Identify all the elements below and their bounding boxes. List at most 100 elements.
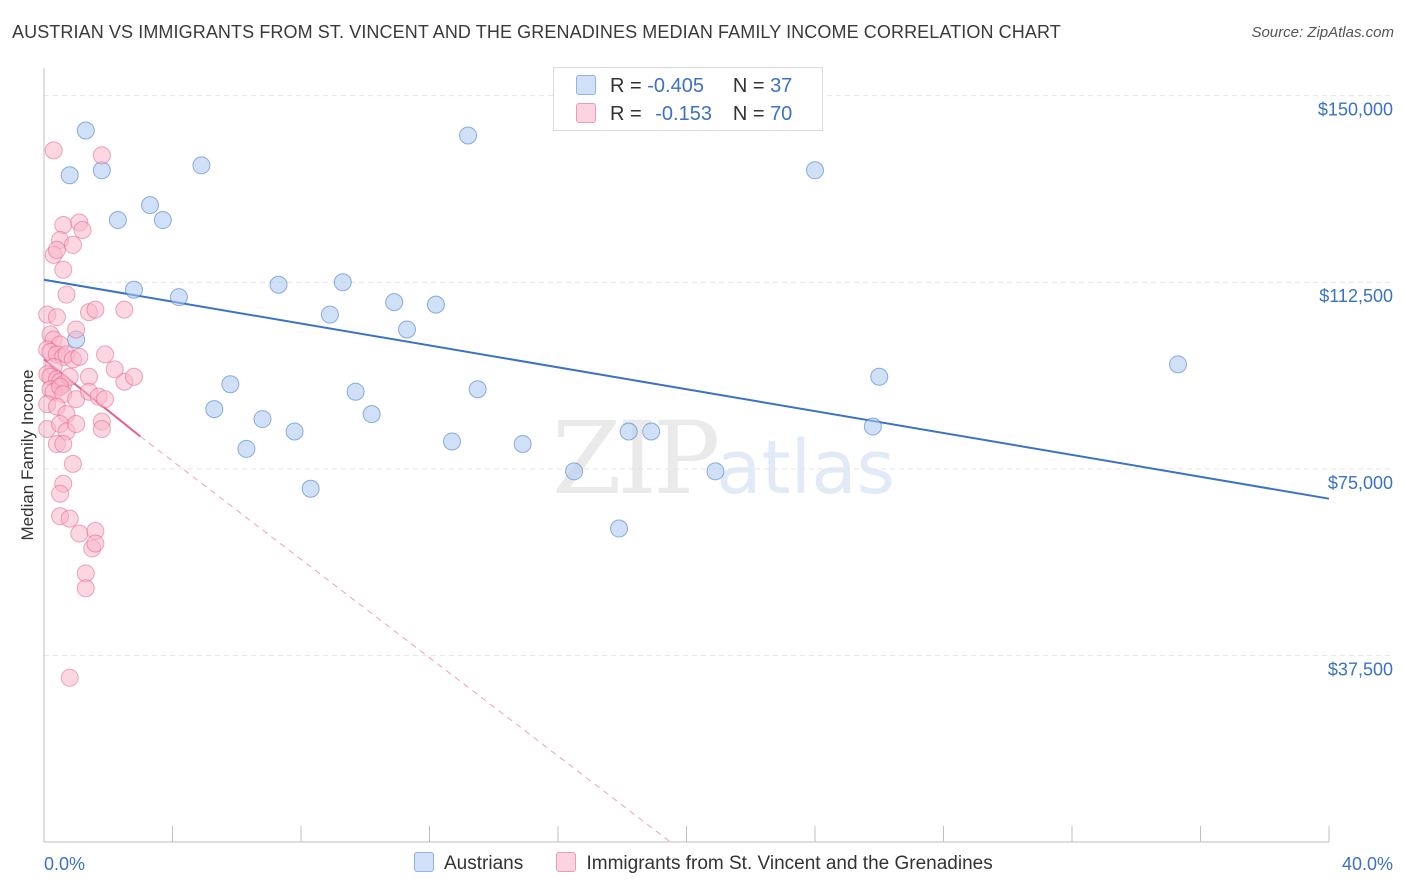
austrians-point — [301, 479, 320, 498]
austrians-point — [346, 382, 365, 401]
series-legend: Austrians Immigrants from St. Vincent an… — [414, 852, 1021, 875]
legend-swatch-immigrants — [556, 852, 577, 872]
immigrants-point — [73, 221, 92, 239]
legend-r-label: R = — [610, 103, 642, 125]
immigrants-point — [86, 534, 105, 553]
immigrants-point — [115, 300, 134, 319]
immigrants-point — [51, 484, 70, 503]
austrians-point — [610, 519, 629, 538]
x-tick-label: 40.0% — [1342, 854, 1393, 874]
immigrants-point — [47, 308, 66, 327]
austrians-point — [468, 380, 487, 399]
austrians-point — [870, 367, 889, 386]
legend-n-value: 37 — [770, 75, 793, 97]
immigrants-point — [86, 300, 105, 319]
immigrants-point — [44, 141, 63, 160]
legend-r-label: R = — [610, 75, 642, 97]
austrians-point — [513, 434, 532, 453]
watermark: ZIPatlas — [552, 400, 895, 517]
legend-label-immigrants: Immigrants from St. Vincent and the Gren… — [586, 853, 993, 874]
austrians-point — [108, 211, 127, 230]
austrians-point — [706, 462, 725, 481]
immigrants-point — [67, 415, 86, 434]
legend-row-immigrants: R = -0.153 N = 70 — [576, 101, 792, 127]
immigrants-trend-extension — [140, 436, 671, 843]
austrians-point — [1169, 355, 1188, 374]
austrians-point — [192, 156, 211, 175]
legend-n-value: 70 — [770, 103, 793, 125]
y-tick-label: $37,500 — [1328, 659, 1393, 679]
legend-swatch-austrians — [414, 852, 434, 872]
austrians-point — [285, 422, 304, 441]
austrians-point — [205, 400, 224, 419]
immigrants-point — [63, 454, 82, 473]
immigrants-point — [70, 347, 89, 366]
legend-n-label: N = — [732, 75, 765, 97]
tick-labels: $37,500 $75,000 $112,500 $150,000 0.0% 40.0% — [44, 100, 1393, 874]
legend-swatch-austrians — [576, 75, 596, 95]
watermark-zip: ZIP — [552, 400, 720, 517]
austrians-point — [863, 417, 882, 436]
immigrants-point — [67, 320, 86, 339]
legend-r-value: -0.405 — [647, 75, 704, 97]
trend-lines — [43, 278, 1330, 843]
immigrants-point — [47, 240, 66, 259]
austrians-point — [253, 410, 272, 429]
immigrants-point — [105, 360, 124, 379]
data-points — [38, 121, 1188, 687]
gridlines — [44, 95, 1394, 656]
austrians-point — [619, 422, 638, 441]
austrians-trend-line — [43, 278, 1330, 500]
legend-r-value: -0.153 — [655, 103, 712, 125]
austrians-point — [221, 375, 240, 394]
immigrants-point — [54, 434, 73, 453]
austrians-point — [169, 288, 188, 307]
y-tick-label: $75,000 — [1328, 473, 1393, 493]
austrians-point — [442, 432, 461, 451]
chart-title: AUSTRIAN VS IMMIGRANTS FROM ST. VINCENT … — [12, 22, 1061, 42]
austrians-point — [124, 280, 143, 299]
immigrants-point — [63, 235, 82, 254]
austrians-point — [76, 121, 95, 140]
axes — [43, 68, 1330, 843]
immigrants-point — [124, 367, 143, 386]
immigrants-point — [57, 285, 76, 304]
immigrants-point — [76, 579, 95, 598]
immigrants-point — [96, 345, 115, 364]
legend-row-austrians: R = -0.405 N = 37 — [576, 73, 792, 99]
immigrants-point — [96, 390, 115, 409]
legend-swatch-immigrants — [576, 103, 596, 123]
austrians-point — [237, 439, 256, 458]
y-axis-title: Median Family Income — [18, 369, 37, 540]
austrians-point — [642, 422, 661, 441]
austrians-point — [459, 126, 478, 145]
austrians-point — [60, 166, 79, 185]
immigrants-point — [92, 146, 111, 165]
austrians-point — [153, 211, 172, 230]
x-tick-label: 0.0% — [44, 854, 85, 874]
immigrants-point — [92, 420, 111, 439]
immigrants-point — [60, 509, 79, 528]
immigrants-point — [54, 216, 73, 235]
immigrants-point — [60, 668, 79, 687]
immigrants-point — [54, 260, 73, 279]
legend-n-label: N = — [732, 103, 765, 125]
legend-item-austrians: Austrians — [414, 852, 523, 875]
austrians-point — [565, 462, 584, 481]
austrians-point — [333, 273, 352, 292]
y-tick-label: $150,000 — [1318, 100, 1393, 120]
austrians-point — [426, 295, 445, 314]
austrians-point — [398, 320, 417, 339]
austrians-point — [269, 275, 288, 294]
legend-label-austrians: Austrians — [444, 853, 524, 874]
austrians-point — [385, 293, 404, 312]
watermark-atlas: atlas — [716, 425, 896, 511]
austrians-point — [320, 305, 339, 324]
correlation-legend: R = -0.405 N = 37 R = -0.153 N = 70 — [553, 67, 823, 131]
source-label: Source: ZipAtlas.com — [1251, 24, 1394, 41]
y-tick-label: $112,500 — [1319, 286, 1393, 306]
austrians-point — [362, 405, 381, 424]
legend-item-immigrants: Immigrants from St. Vincent and the Gren… — [556, 852, 993, 875]
immigrants-point — [70, 524, 89, 543]
